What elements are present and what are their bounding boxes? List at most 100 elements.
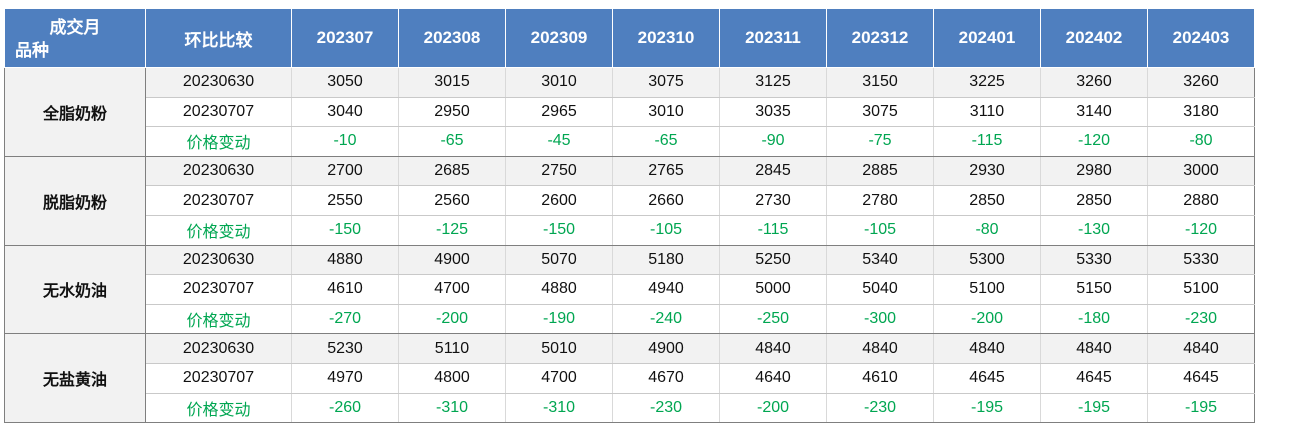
row-label: 20230630 <box>145 67 292 98</box>
row-label: 20230707 <box>145 185 292 216</box>
price-cell: 5300 <box>933 245 1041 276</box>
price-change-cell: -80 <box>1147 126 1255 157</box>
price-cell: 4940 <box>612 274 720 305</box>
row-label: 20230630 <box>145 156 292 187</box>
price-table-container: 成交月 品种 环比比较 202307 202308 202309 202310 2023… <box>4 8 1255 424</box>
price-cell: 2685 <box>398 156 506 187</box>
row-label: 20230630 <box>145 333 292 364</box>
price-cell: 4610 <box>291 274 399 305</box>
price-change-cell: -180 <box>1040 304 1148 335</box>
price-change-cell: -240 <box>612 304 720 335</box>
month-header: 202309 <box>505 8 613 68</box>
table-row: 20230707 2550 2560 2600 2660 2730 2780 2850 2850… <box>5 185 1255 216</box>
row-label: 价格变动 <box>145 304 292 335</box>
price-cell: 2730 <box>719 185 827 216</box>
product-name: 全脂奶粉 <box>4 67 146 157</box>
price-change-cell: -310 <box>398 393 506 424</box>
price-cell: 4800 <box>398 363 506 394</box>
product-name: 无水奶油 <box>4 245 146 335</box>
price-cell: 2700 <box>291 156 399 187</box>
table-row: 价格变动 -270 -200 -190 -240 -250 -300 -200 -180 -230 <box>5 304 1255 335</box>
price-cell: 5100 <box>933 274 1041 305</box>
price-cell: 3140 <box>1040 97 1148 128</box>
price-change-cell: -230 <box>826 393 934 424</box>
price-cell: 5250 <box>719 245 827 276</box>
price-cell: 4880 <box>505 274 613 305</box>
corner-bottom-label: 品种 <box>15 41 49 60</box>
price-cell: 3260 <box>1040 67 1148 98</box>
price-cell: 5070 <box>505 245 613 276</box>
price-cell: 5040 <box>826 274 934 305</box>
price-cell: 5110 <box>398 333 506 364</box>
price-cell: 3075 <box>826 97 934 128</box>
price-change-cell: -105 <box>612 215 720 246</box>
price-change-cell: -150 <box>505 215 613 246</box>
table-row: 价格变动 -150 -125 -150 -105 -115 -105 -80 -130 -120 <box>5 215 1255 246</box>
row-label: 价格变动 <box>145 393 292 424</box>
month-header: 202308 <box>398 8 506 68</box>
table-row: 无水奶油 20230630 4880 4900 5070 5180 5250 5340 5300… <box>4 245 1255 335</box>
price-cell: 4970 <box>291 363 399 394</box>
header-row: 成交月 品种 环比比较 202307 202308 202309 202310 2023… <box>4 8 1255 68</box>
price-cell: 2965 <box>505 97 613 128</box>
price-cell: 2930 <box>933 156 1041 187</box>
price-cell: 2850 <box>1040 185 1148 216</box>
table-row: 全脂奶粉 20230630 3050 3015 3010 3075 3125 3150 3225… <box>4 67 1255 157</box>
price-cell: 4700 <box>505 363 613 394</box>
row-label: 20230707 <box>145 97 292 128</box>
price-cell: 3010 <box>612 97 720 128</box>
price-cell: 3260 <box>1147 67 1255 98</box>
price-cell: 4900 <box>398 245 506 276</box>
price-change-cell: -270 <box>291 304 399 335</box>
month-header: 202307 <box>291 8 399 68</box>
price-change-cell: -80 <box>933 215 1041 246</box>
price-change-cell: -190 <box>505 304 613 335</box>
price-change-cell: -200 <box>719 393 827 424</box>
table-row: 价格变动 -10 -65 -45 -65 -90 -75 -115 -120 -80 <box>5 126 1255 157</box>
price-cell: 4645 <box>1147 363 1255 394</box>
price-change-cell: -90 <box>719 126 827 157</box>
product-name: 脱脂奶粉 <box>4 156 146 246</box>
price-cell: 2980 <box>1040 156 1148 187</box>
price-cell: 2600 <box>505 185 613 216</box>
table-row: 20230707 3040 2950 2965 3010 3035 3075 3110 3140… <box>5 97 1255 128</box>
price-cell: 3150 <box>826 67 934 98</box>
price-change-cell: -195 <box>933 393 1041 424</box>
price-change-cell: -125 <box>398 215 506 246</box>
row-label: 20230707 <box>145 274 292 305</box>
price-cell: 3110 <box>933 97 1041 128</box>
price-cell: 4840 <box>826 333 934 364</box>
price-cell: 4900 <box>612 333 720 364</box>
price-cell: 5010 <box>505 333 613 364</box>
month-header: 202403 <box>1147 8 1255 68</box>
price-change-cell: -130 <box>1040 215 1148 246</box>
price-cell: 2885 <box>826 156 934 187</box>
price-cell: 4840 <box>1147 333 1255 364</box>
month-header: 202311 <box>719 8 827 68</box>
price-cell: 3015 <box>398 67 506 98</box>
price-cell: 5000 <box>719 274 827 305</box>
compare-header: 环比比较 <box>145 8 292 68</box>
price-cell: 5100 <box>1147 274 1255 305</box>
price-cell: 2950 <box>398 97 506 128</box>
price-cell: 3035 <box>719 97 827 128</box>
price-cell: 5340 <box>826 245 934 276</box>
row-label: 价格变动 <box>145 215 292 246</box>
price-change-cell: -120 <box>1147 215 1255 246</box>
price-cell: 4645 <box>1040 363 1148 394</box>
price-change-cell: -65 <box>612 126 720 157</box>
row-label: 20230707 <box>145 363 292 394</box>
price-change-cell: -195 <box>1147 393 1255 424</box>
price-cell: 2765 <box>612 156 720 187</box>
price-change-cell: -300 <box>826 304 934 335</box>
price-change-cell: -115 <box>719 215 827 246</box>
price-cell: 2780 <box>826 185 934 216</box>
price-cell: 2845 <box>719 156 827 187</box>
price-change-cell: -105 <box>826 215 934 246</box>
price-cell: 2850 <box>933 185 1041 216</box>
dairy-price-table: 成交月 品种 环比比较 202307 202308 202309 202310 2023… <box>4 8 1255 424</box>
price-change-cell: -45 <box>505 126 613 157</box>
row-label: 20230630 <box>145 245 292 276</box>
price-change-cell: -195 <box>1040 393 1148 424</box>
price-cell: 5180 <box>612 245 720 276</box>
